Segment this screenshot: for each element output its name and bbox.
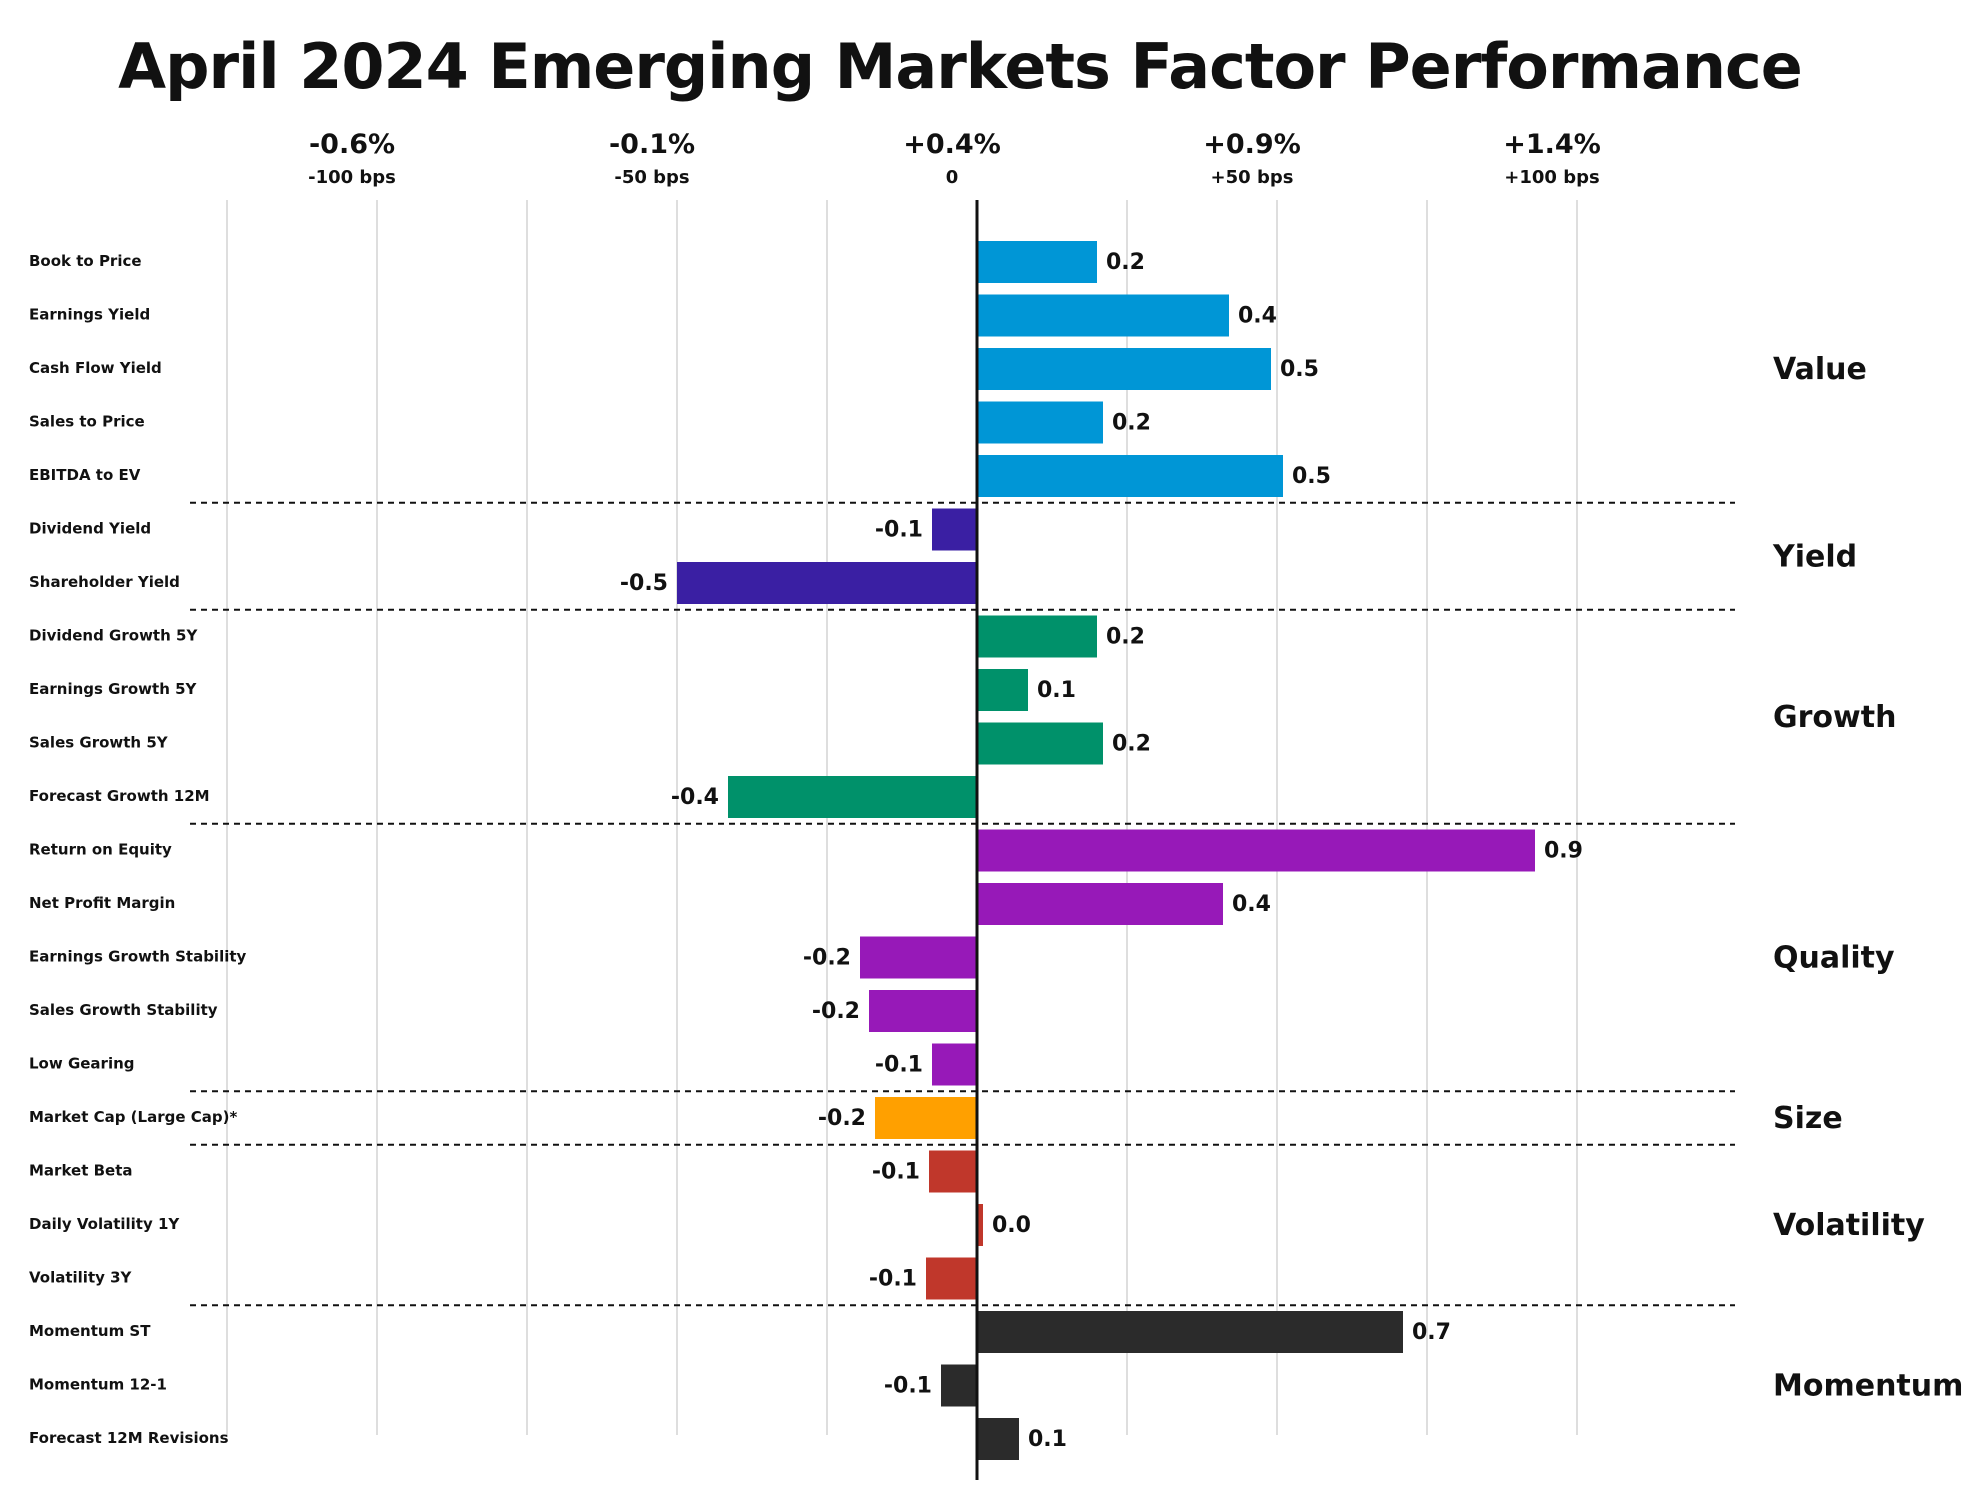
bar[interactable] bbox=[929, 1150, 977, 1193]
category-label: Sales to Price bbox=[29, 413, 145, 431]
category-label: EBITDA to EV bbox=[29, 466, 141, 484]
category-label: Book to Price bbox=[29, 252, 142, 270]
category-label: Dividend Yield bbox=[29, 520, 151, 538]
bar[interactable] bbox=[977, 722, 1103, 765]
bar[interactable] bbox=[875, 1097, 977, 1139]
data-label: 0.5 bbox=[1292, 464, 1331, 489]
category-label: Forecast Growth 12M bbox=[29, 787, 210, 805]
axis-tick-bps: +50 bps bbox=[1211, 167, 1294, 188]
bar[interactable] bbox=[977, 883, 1223, 925]
category-label: Shareholder Yield bbox=[29, 573, 180, 591]
category-label: Earnings Growth Stability bbox=[29, 948, 247, 966]
category-label: Volatility 3Y bbox=[29, 1269, 133, 1287]
category-label: Forecast 12M Revisions bbox=[29, 1429, 229, 1447]
data-label: 0.2 bbox=[1112, 411, 1151, 436]
data-label: 0.7 bbox=[1412, 1320, 1451, 1345]
bar[interactable] bbox=[677, 562, 977, 604]
data-label: 0.4 bbox=[1238, 304, 1277, 329]
bar[interactable] bbox=[869, 990, 977, 1032]
category-label: Earnings Yield bbox=[29, 306, 150, 324]
category-label: Market Cap (Large Cap)* bbox=[29, 1108, 237, 1126]
category-label: Momentum 12-1 bbox=[29, 1376, 167, 1394]
category-label: Dividend Growth 5Y bbox=[29, 627, 198, 645]
bar[interactable] bbox=[860, 936, 977, 979]
data-label: 0.4 bbox=[1232, 892, 1271, 917]
data-label: -0.1 bbox=[875, 1053, 923, 1078]
data-label: 0.2 bbox=[1106, 250, 1145, 275]
group-label: Momentum bbox=[1773, 1369, 1963, 1404]
category-label: Net Profit Margin bbox=[29, 894, 175, 912]
data-label: 0.0 bbox=[992, 1213, 1031, 1238]
data-label: -0.5 bbox=[620, 571, 668, 596]
group-label: Yield bbox=[1772, 539, 1857, 574]
data-label: 0.1 bbox=[1028, 1427, 1067, 1452]
data-label: -0.1 bbox=[875, 518, 923, 543]
data-label: -0.2 bbox=[818, 1106, 866, 1131]
data-label: 0.2 bbox=[1112, 732, 1151, 757]
bar[interactable] bbox=[977, 241, 1097, 283]
axis-tick-percent: +1.4% bbox=[1503, 129, 1601, 160]
data-label: 0.1 bbox=[1037, 678, 1076, 703]
bar[interactable] bbox=[977, 829, 1535, 872]
category-label: Momentum ST bbox=[29, 1322, 151, 1340]
axis-tick-percent: +0.9% bbox=[1203, 129, 1301, 160]
bar[interactable] bbox=[941, 1364, 977, 1407]
data-label: -0.1 bbox=[869, 1267, 917, 1292]
bar[interactable] bbox=[932, 1043, 977, 1086]
axis-tick-percent: -0.6% bbox=[309, 129, 395, 160]
bar[interactable] bbox=[977, 669, 1028, 711]
category-label: Low Gearing bbox=[29, 1055, 135, 1073]
data-label: -0.1 bbox=[872, 1160, 920, 1185]
category-label: Cash Flow Yield bbox=[29, 359, 162, 377]
axis-tick-bps: -50 bps bbox=[614, 167, 689, 188]
group-label: Growth bbox=[1773, 700, 1896, 735]
axis-tick-percent: -0.1% bbox=[609, 129, 695, 160]
data-label: 0.2 bbox=[1106, 625, 1145, 650]
bar[interactable] bbox=[977, 401, 1103, 444]
data-label: -0.1 bbox=[884, 1374, 932, 1399]
data-label: 0.5 bbox=[1280, 357, 1319, 382]
data-label: -0.2 bbox=[812, 999, 860, 1024]
axis-tick-bps: -100 bps bbox=[308, 167, 396, 188]
bar[interactable] bbox=[977, 1311, 1403, 1353]
bar[interactable] bbox=[977, 455, 1283, 497]
category-label: Market Beta bbox=[29, 1162, 132, 1180]
data-label: 0.9 bbox=[1544, 839, 1583, 864]
bar[interactable] bbox=[932, 508, 977, 551]
data-label: -0.4 bbox=[671, 785, 719, 810]
bar[interactable] bbox=[977, 294, 1229, 337]
bar[interactable] bbox=[728, 776, 977, 818]
data-label: -0.2 bbox=[803, 946, 851, 971]
axis-tick-percent: +0.4% bbox=[903, 129, 1001, 160]
bar[interactable] bbox=[977, 1204, 983, 1246]
group-label: Size bbox=[1773, 1101, 1843, 1136]
category-label: Earnings Growth 5Y bbox=[29, 680, 198, 698]
axis-tick-bps: 0 bbox=[946, 167, 959, 188]
group-label: Quality bbox=[1773, 941, 1895, 976]
chart-title: April 2024 Emerging Markets Factor Perfo… bbox=[118, 30, 1803, 103]
category-label: Return on Equity bbox=[29, 841, 172, 859]
category-label: Sales Growth 5Y bbox=[29, 734, 169, 752]
group-label: Value bbox=[1773, 352, 1867, 387]
bar[interactable] bbox=[977, 348, 1271, 390]
bar[interactable] bbox=[977, 615, 1097, 658]
axis-tick-bps: +100 bps bbox=[1504, 167, 1599, 188]
category-label: Sales Growth Stability bbox=[29, 1001, 218, 1019]
category-label: Daily Volatility 1Y bbox=[29, 1215, 180, 1233]
bar[interactable] bbox=[977, 1418, 1019, 1460]
bar[interactable] bbox=[926, 1257, 977, 1300]
group-label: Volatility bbox=[1773, 1208, 1925, 1243]
